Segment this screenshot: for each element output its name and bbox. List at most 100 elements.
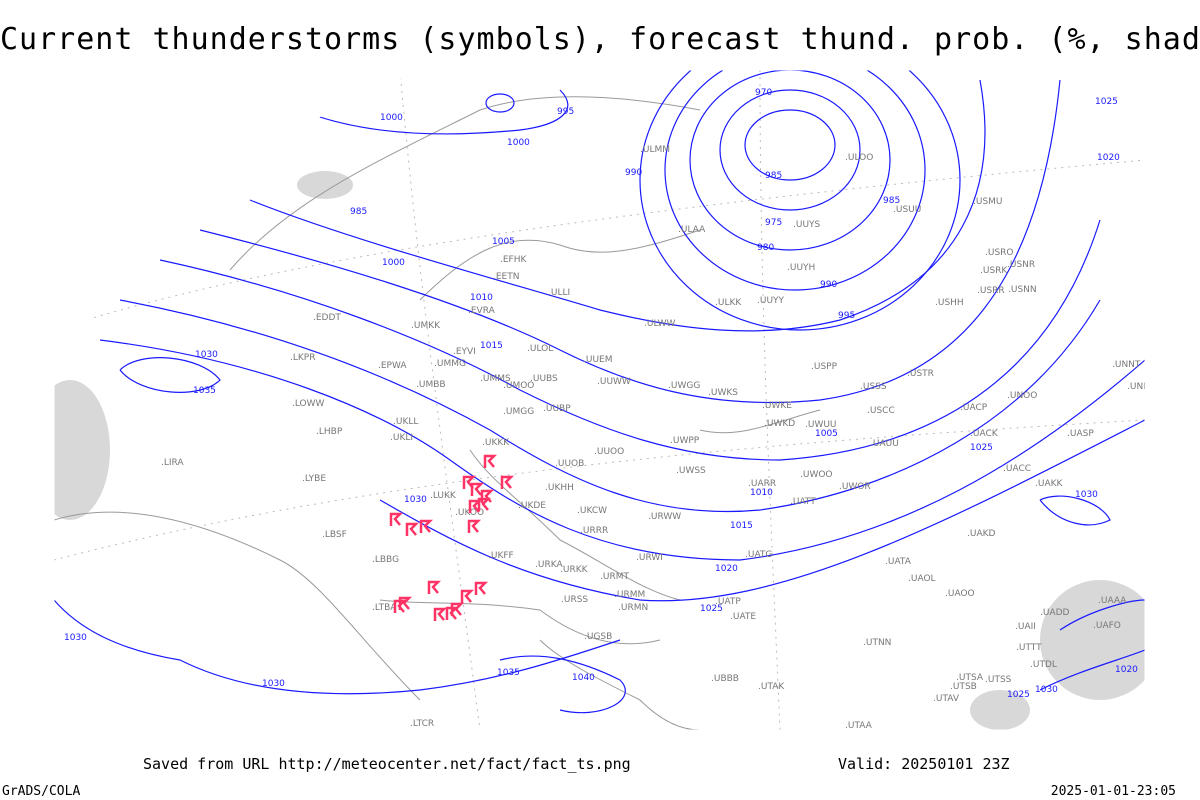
station-label: .URKK xyxy=(560,565,589,575)
map-frame xyxy=(53,69,1146,731)
station-label: .UUEM xyxy=(583,355,613,365)
isobar-label: 1015 xyxy=(480,341,503,351)
station-label: .EDDT xyxy=(313,313,341,323)
station-label: .LTBA xyxy=(372,603,397,613)
station-label: .UUOO xyxy=(594,447,624,457)
station-label: .UAII xyxy=(1015,622,1036,632)
station-label: .UKFF xyxy=(488,551,514,561)
software-credit: GrADS/COLA xyxy=(2,784,81,799)
station-label: .ULOL xyxy=(527,344,553,354)
station-label: .UKLI xyxy=(390,433,413,443)
thunderstorm-symbol xyxy=(470,482,485,496)
station-label: .UNBB xyxy=(1127,382,1156,392)
station-label: .UNNT xyxy=(1112,360,1141,370)
station-label: .UTSA xyxy=(956,673,984,683)
station-label: .UAOO xyxy=(945,589,975,599)
station-label: .USUU xyxy=(893,205,921,215)
station-label: .UGSB xyxy=(584,632,612,642)
isobar-label: 985 xyxy=(883,196,900,206)
station-label: .USMU xyxy=(973,197,1003,207)
isobar-label: 1000 xyxy=(507,138,530,148)
station-label: .UKHH xyxy=(545,483,574,493)
isobar-label: 970 xyxy=(755,88,772,98)
station-label: .LIRA xyxy=(161,458,184,468)
thunderstorm-symbol xyxy=(450,602,465,616)
station-label: .UWKD xyxy=(764,419,795,429)
station-label: .ULKK xyxy=(715,298,742,308)
station-label: .UMOO xyxy=(503,381,534,391)
thunderstorm-symbol xyxy=(393,599,408,613)
station-label: .LYBE xyxy=(302,474,326,484)
isobar-label: 1030 xyxy=(1035,685,1058,695)
station-label: .UBBB xyxy=(711,674,739,684)
isobar-label: 1000 xyxy=(380,113,403,123)
station-label: .UUOB xyxy=(555,459,584,469)
station-label: .UUWW xyxy=(597,377,631,387)
isobar-label: 1035 xyxy=(497,668,520,678)
thunderstorm-symbol xyxy=(427,580,442,594)
thunderstorm-symbol xyxy=(500,475,515,489)
station-label: .UTDL xyxy=(1030,660,1057,670)
station-label: .UWGG xyxy=(668,381,700,391)
station-label: .USSS xyxy=(860,382,887,392)
station-label: .EYVI xyxy=(453,347,476,357)
thunderstorm-symbol xyxy=(389,512,404,526)
isobar-label: 1025 xyxy=(1007,690,1030,700)
station-label: .UAKD xyxy=(967,529,996,539)
thunderstorm-symbol xyxy=(433,607,448,621)
station-label: .USRK xyxy=(980,266,1008,276)
isobar-label: 995 xyxy=(838,311,855,321)
station-label: .UATP xyxy=(715,597,741,607)
isobar-label: 1005 xyxy=(815,429,838,439)
station-label: .UUBS xyxy=(530,374,558,384)
station-label: .UWPP xyxy=(670,436,700,446)
isobar-label: 1040 xyxy=(572,673,595,683)
station-label: .UTNN xyxy=(863,638,891,648)
station-label: .UATA xyxy=(885,557,912,567)
station-label: .UAAA xyxy=(1098,596,1127,606)
valid-time: Valid: 20250101 23Z xyxy=(838,755,1010,773)
station-label: .EVRA xyxy=(468,306,496,316)
coastlines-borders xyxy=(54,96,821,730)
station-label: .UACC xyxy=(1003,464,1031,474)
station-label: .UAKK xyxy=(1035,479,1064,489)
thunderstorm-symbol xyxy=(467,519,482,533)
station-label: .URMT xyxy=(600,572,629,582)
isobar-label: 1030 xyxy=(262,679,285,689)
station-label: .UATG xyxy=(745,550,772,560)
station-label: .UWUU xyxy=(805,420,837,430)
station-label: .UTSB xyxy=(950,682,977,692)
station-label: .LOWW xyxy=(292,399,325,409)
station-label: .LHBP xyxy=(316,427,343,437)
station-label: .UTSS xyxy=(985,675,1012,685)
isobar-label: 1010 xyxy=(750,488,773,498)
isobar-label: 1030 xyxy=(195,350,218,360)
station-label: .UTAV xyxy=(933,694,960,704)
station-label: .UWOR xyxy=(839,482,871,492)
station-label: .UNOO xyxy=(1007,391,1037,401)
isobar-label: 1025 xyxy=(970,443,993,453)
grid-lines xyxy=(54,70,1145,730)
isobar-label: 990 xyxy=(820,280,837,290)
station-label: .URSS xyxy=(561,595,588,605)
station-label: .ULOO xyxy=(845,153,873,163)
station-label: .UWKS xyxy=(708,388,738,398)
station-label: .USCC xyxy=(867,406,895,416)
station-label: .ULLI xyxy=(548,288,570,298)
station-label: .USHH xyxy=(935,298,964,308)
chart-title: Current thunderstorms (symbols), forecas… xyxy=(0,22,1200,57)
station-label: .UMMG xyxy=(434,359,466,369)
station-label: .UATT xyxy=(790,497,816,507)
station-label: .URMM xyxy=(614,590,645,600)
source-url: Saved from URL http://meteocenter.net/fa… xyxy=(143,755,631,773)
station-label: .UAFO xyxy=(1093,621,1121,631)
isobar-label: 1010 xyxy=(470,293,493,303)
isobar-label: 1030 xyxy=(1075,490,1098,500)
thunderstorm-symbol xyxy=(460,589,475,603)
station-label: .UKDE xyxy=(518,501,546,511)
station-label: .URMN xyxy=(618,603,648,613)
station-label: .ULMM xyxy=(640,145,670,155)
station-label: .UATE xyxy=(730,612,756,622)
isobar-label: 1030 xyxy=(64,633,87,643)
